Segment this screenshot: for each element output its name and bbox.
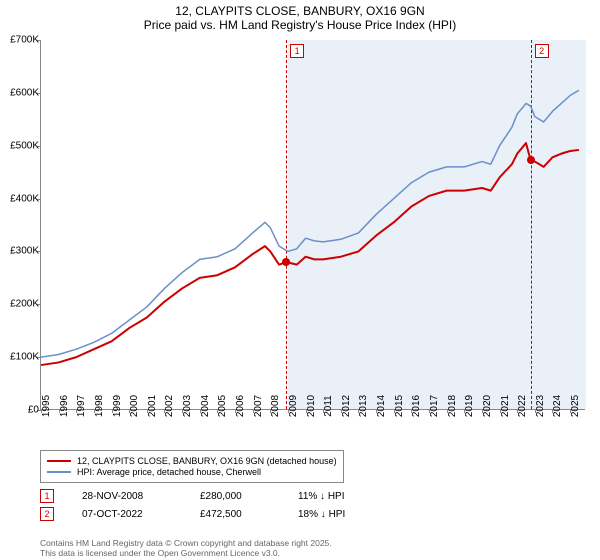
footer: Contains HM Land Registry data © Crown c… — [40, 538, 332, 558]
legend-swatch-property — [47, 460, 71, 462]
legend-row-property: 12, CLAYPITS CLOSE, BANBURY, OX16 9GN (d… — [47, 456, 337, 466]
plot-region: £0£100K£200K£300K£400K£500K£600K£700K199… — [40, 40, 585, 410]
y-axis-label: £0 — [1, 405, 39, 416]
y-axis-label: £300K — [1, 246, 39, 257]
footer-line2: This data is licensed under the Open Gov… — [40, 548, 332, 558]
legend-label-hpi: HPI: Average price, detached house, Cher… — [77, 467, 261, 477]
y-axis-label: £100K — [1, 352, 39, 363]
legend-swatch-hpi — [47, 471, 71, 473]
chart-title: 12, CLAYPITS CLOSE, BANBURY, OX16 9GN Pr… — [0, 0, 600, 34]
sale-row-date: 07-OCT-2022 — [82, 509, 172, 520]
series-property — [41, 143, 579, 365]
y-axis-label: £600K — [1, 87, 39, 98]
sale-marker-dot — [282, 258, 290, 266]
sale-row-date: 28-NOV-2008 — [82, 491, 172, 502]
series-svg — [41, 40, 586, 410]
title-line1: 12, CLAYPITS CLOSE, BANBURY, OX16 9GN — [0, 4, 600, 18]
sale-row: 1 28-NOV-2008 £280,000 11% ↓ HPI — [40, 489, 585, 503]
series-hpi — [41, 90, 579, 357]
sale-rows: 1 28-NOV-2008 £280,000 11% ↓ HPI 2 07-OCT-202… — [40, 489, 585, 521]
sale-row-price: £280,000 — [200, 491, 270, 502]
sale-row-diff: 11% ↓ HPI — [298, 491, 345, 502]
y-axis-label: £700K — [1, 35, 39, 46]
legend-box: 12, CLAYPITS CLOSE, BANBURY, OX16 9GN (d… — [40, 450, 344, 483]
sale-row-badge: 1 — [40, 489, 54, 503]
title-line2: Price paid vs. HM Land Registry's House … — [0, 18, 600, 32]
sale-row: 2 07-OCT-2022 £472,500 18% ↓ HPI — [40, 507, 585, 521]
sale-marker-dot — [527, 156, 535, 164]
y-axis-label: £200K — [1, 299, 39, 310]
sale-row-badge: 2 — [40, 507, 54, 521]
legend-label-property: 12, CLAYPITS CLOSE, BANBURY, OX16 9GN (d… — [77, 456, 337, 466]
sale-row-diff: 18% ↓ HPI — [298, 509, 345, 520]
legend-row-hpi: HPI: Average price, detached house, Cher… — [47, 467, 337, 477]
footer-line1: Contains HM Land Registry data © Crown c… — [40, 538, 332, 548]
sale-row-price: £472,500 — [200, 509, 270, 520]
legend-and-sales: 12, CLAYPITS CLOSE, BANBURY, OX16 9GN (d… — [40, 450, 585, 525]
y-axis-label: £500K — [1, 140, 39, 151]
chart-area: £0£100K£200K£300K£400K£500K£600K£700K199… — [40, 40, 585, 410]
y-axis-label: £400K — [1, 193, 39, 204]
